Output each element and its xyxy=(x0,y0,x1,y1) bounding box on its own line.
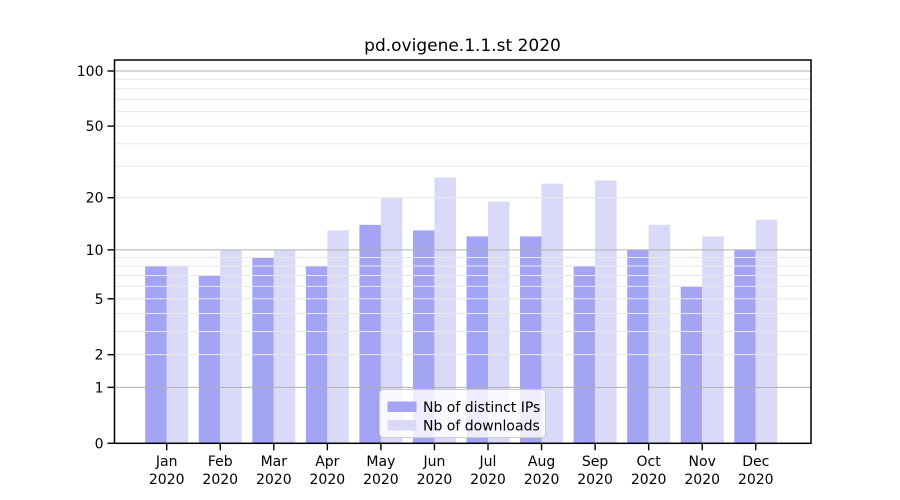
x-tick-label-year: 2020 xyxy=(631,472,667,488)
x-tick-label-year: 2020 xyxy=(363,472,399,488)
y-tick-label: 10 xyxy=(86,243,104,259)
x-tick-label-month: Feb xyxy=(208,454,233,470)
x-tick-label-year: 2020 xyxy=(256,472,292,488)
plot-frame xyxy=(113,59,812,445)
x-tick-label-year: 2020 xyxy=(202,472,238,488)
gridlines-layer xyxy=(114,70,811,388)
bar-ips-feb xyxy=(198,275,221,444)
bar-ips-dec xyxy=(734,249,756,444)
bar-downloads-jul xyxy=(488,201,510,444)
x-tick-label-year: 2020 xyxy=(684,472,720,488)
legend-box xyxy=(379,389,546,438)
x-tick-label-month: Dec xyxy=(742,454,769,470)
x-tick-label-year: 2020 xyxy=(470,472,506,488)
x-tick-label-month: Mar xyxy=(261,454,288,470)
bar-downloads-sep xyxy=(595,180,617,444)
bar-downloads-apr xyxy=(327,230,349,444)
x-tick-label-year: 2020 xyxy=(577,472,613,488)
legend-swatch-downloads-icon xyxy=(387,420,417,431)
chart-title: pd.ovigene.1.1.st 2020 xyxy=(364,36,561,56)
bar-downloads-nov xyxy=(702,236,724,444)
y-tick-label: 1 xyxy=(95,380,104,396)
x-tick-label-year: 2020 xyxy=(738,472,774,488)
legend-label-downloads: Nb of downloads xyxy=(423,419,540,435)
x-tick-label-month: Apr xyxy=(315,454,339,470)
legend-swatch-distinct-ips-icon xyxy=(387,401,417,412)
bar-downloads-oct xyxy=(648,224,671,444)
x-tick-label-month: Aug xyxy=(528,454,555,470)
bar-downloads-mar xyxy=(273,249,296,444)
y-tick-label: 50 xyxy=(86,119,104,135)
x-tick-label-year: 2020 xyxy=(417,472,453,488)
x-tick-label-month: Jul xyxy=(479,454,497,470)
axis-tick-labels-layer: 0 1 2 5 10 20 50 100 Jan 2020 Feb 2020 Mar 2020 Apr 202… xyxy=(77,64,774,488)
bar-ips-may xyxy=(359,224,381,444)
x-tick-label-year: 2020 xyxy=(149,472,185,488)
y-tick-label: 0 xyxy=(95,436,104,452)
bar-downloads-feb xyxy=(220,249,242,444)
x-tick-label-month: Sep xyxy=(582,454,609,470)
y-tick-label: 2 xyxy=(95,348,104,364)
x-tick-label-year: 2020 xyxy=(524,472,560,488)
bar-downloads-may xyxy=(380,197,403,444)
bar-ips-mar xyxy=(252,257,274,444)
y-tick-label: 20 xyxy=(86,191,104,207)
x-tick-label-month: Nov xyxy=(689,454,716,470)
x-tick-label-month: Jan xyxy=(155,454,178,470)
bar-ips-nov xyxy=(680,286,703,444)
bar-downloads-jun xyxy=(434,177,456,444)
x-tick-label-month: May xyxy=(366,454,395,470)
legend-label-distinct-ips: Nb of distinct IPs xyxy=(423,400,540,416)
x-tick-label-month: Oct xyxy=(637,454,662,470)
x-tick-label-year: 2020 xyxy=(310,472,346,488)
axes-frame-layer xyxy=(107,59,812,451)
bar-ips-oct xyxy=(627,249,649,444)
y-tick-label: 5 xyxy=(95,292,104,308)
x-tick-label-month: Jun xyxy=(423,454,446,470)
legend: Nb of distinct IPs Nb of downloads xyxy=(379,389,546,438)
y-tick-label: 100 xyxy=(77,64,104,80)
